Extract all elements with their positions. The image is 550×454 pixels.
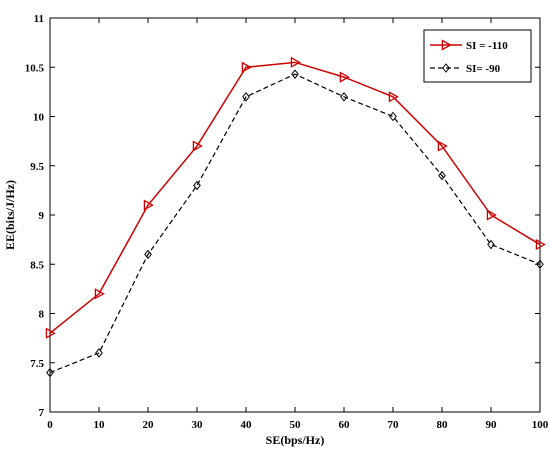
x-tick-label: 90 [486, 419, 498, 431]
legend-marker [442, 63, 450, 73]
data-point [437, 140, 448, 152]
series-layer [45, 56, 546, 378]
y-tick-label: 10.5 [25, 62, 45, 74]
data-point [242, 91, 250, 102]
data-point [144, 249, 152, 260]
x-tick-label: 100 [532, 419, 549, 431]
data-point [438, 170, 446, 181]
data-point [241, 61, 252, 73]
legend-items: SI = -110 SI= -90 [430, 39, 508, 75]
data-point [94, 288, 105, 300]
data-point [536, 259, 544, 270]
data-point [339, 71, 350, 83]
legend-item-2: SI= -90 [430, 63, 501, 75]
data-point [291, 69, 299, 79]
legend: SI = -110 SI= -90 [423, 29, 532, 83]
y-tick-label: 7 [39, 407, 45, 419]
data-point [535, 238, 546, 251]
y-tick-label: 7.5 [30, 358, 44, 370]
series-line [49, 61, 541, 334]
x-tick-label: 40 [241, 419, 253, 431]
y-tick-label: 9.5 [30, 161, 44, 173]
data-point [143, 199, 154, 211]
data-point [192, 140, 203, 152]
data-point [340, 91, 348, 102]
series-1 [45, 56, 546, 339]
data-point [46, 367, 54, 378]
data-point [487, 239, 495, 250]
x-tick-label: 70 [388, 419, 400, 431]
plot-area [49, 17, 541, 413]
y-tick-label: 11 [34, 13, 44, 25]
x-axis-title: SE(bps/Hz) [266, 433, 325, 447]
y-tick-label: 9 [39, 210, 45, 222]
series-line [49, 73, 541, 374]
legend-item-1: SI = -110 [430, 39, 508, 52]
x-tick-label: 30 [192, 419, 204, 431]
axis-ticks: 0 10 20 30 40 50 60 70 80 90 100 7 7.5 8 8.5 9 9.5 10 10.5… [25, 13, 549, 431]
series-2 [46, 69, 544, 378]
x-tick-label: 10 [94, 419, 106, 431]
data-point [290, 56, 301, 68]
legend-marker [441, 39, 452, 51]
y-tick-label: 8 [39, 309, 45, 321]
data-point [388, 91, 399, 103]
x-tick-label: 60 [339, 419, 351, 431]
data-point [193, 180, 201, 191]
y-tick-label: 10 [33, 112, 45, 124]
x-tick-label: 0 [47, 419, 53, 431]
legend-box [423, 29, 532, 83]
y-tick-label: 8.5 [30, 259, 44, 271]
x-tick-label: 50 [290, 419, 302, 431]
data-point [389, 111, 397, 122]
x-tick-label: 80 [437, 419, 449, 431]
data-point [486, 209, 497, 221]
data-point [95, 348, 103, 358]
data-point [45, 327, 56, 339]
x-tick-label: 20 [143, 419, 155, 431]
legend-label: SI = -110 [466, 40, 508, 52]
legend-label: SI= -90 [466, 63, 501, 75]
y-axis-title: EE(bits/J/Hz) [3, 180, 17, 250]
